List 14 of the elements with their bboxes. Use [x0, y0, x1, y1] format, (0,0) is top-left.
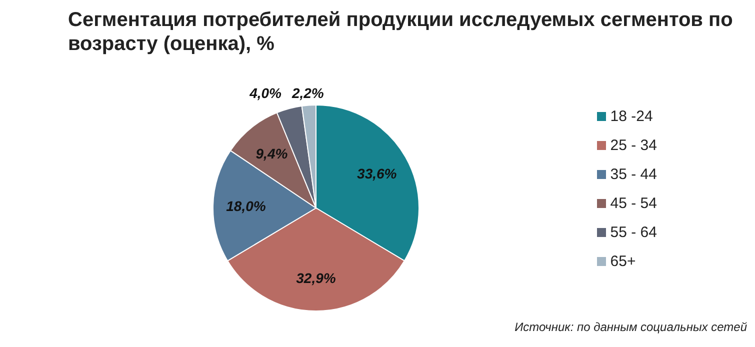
- data-label: 33,6%: [357, 165, 398, 182]
- legend-label: 25 - 34: [610, 136, 657, 154]
- text: Источник: по данным социальных сетей: [514, 320, 747, 334]
- legend-label: 55 - 64: [610, 224, 657, 240]
- legend-label: 65+: [610, 252, 636, 270]
- legend-label: 35 - 44: [610, 166, 657, 182]
- legend-label: 45 - 54: [610, 194, 657, 212]
- legend-label: 18 -24: [610, 108, 653, 124]
- data-label: 9,4%: [256, 146, 288, 162]
- data-label: 4,0%: [248, 85, 282, 101]
- data-label: 18,0%: [226, 198, 266, 214]
- data-label: 2,2%: [290, 85, 324, 101]
- chart-title: Сегментация потребителей продукции исследуемых сегментов по возрасту (оценка), %: [67, 8, 734, 56]
- data-label: 32,9%: [296, 270, 336, 286]
